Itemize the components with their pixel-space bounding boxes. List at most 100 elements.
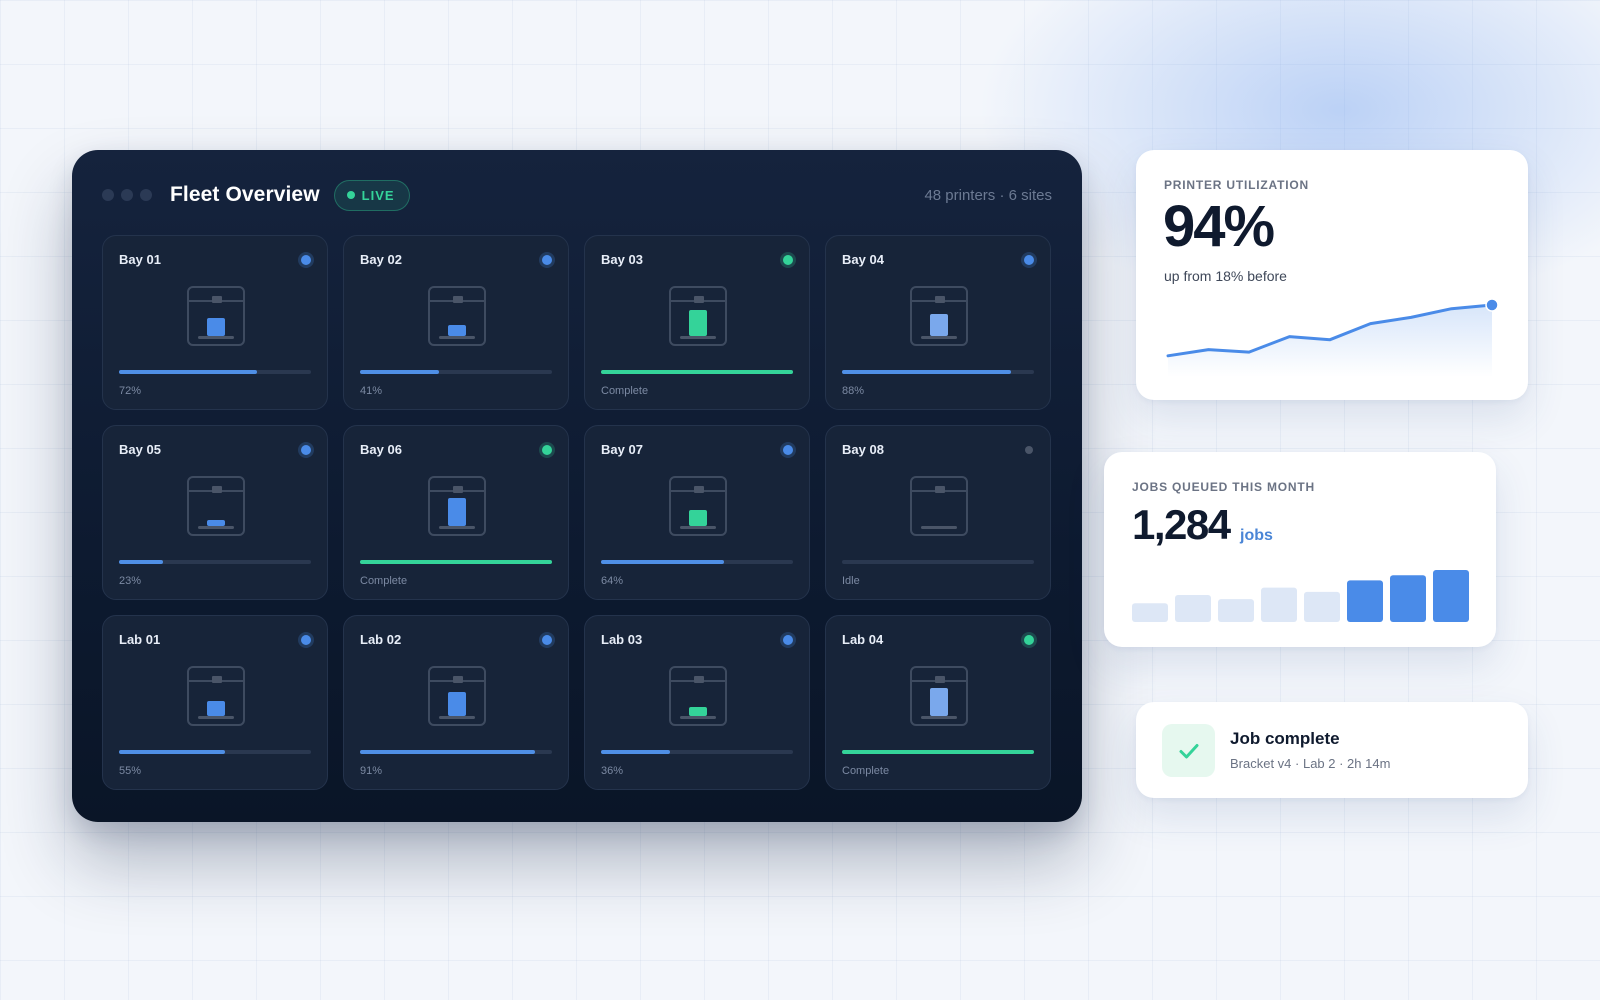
progress-bar	[601, 750, 793, 754]
printer-icon	[669, 666, 727, 726]
printer-card[interactable]: Bay 02 41%	[343, 235, 569, 410]
printer-card[interactable]: Bay 07 64%	[584, 425, 810, 600]
checkmark-icon	[1162, 724, 1215, 777]
printer-status: Complete	[601, 385, 649, 397]
fleet-meta: 48 printers · 6 sites	[924, 186, 1052, 204]
progress-bar	[360, 750, 552, 754]
printer-icon	[187, 476, 245, 536]
printer-name: Bay 08	[842, 442, 884, 457]
printer-card[interactable]: Lab 02 91%	[343, 615, 569, 790]
status-dot-icon	[542, 255, 552, 265]
job-complete-toast[interactable]: Job complete Bracket v4 · Lab 2 · 2h 14m	[1136, 702, 1528, 798]
printer-grid: Bay 01 72% Bay 02 41% Bay 03 Complete Bay 04 88…	[102, 235, 1051, 790]
status-dot-icon	[542, 635, 552, 645]
printer-card[interactable]: Lab 03 36%	[584, 615, 810, 790]
jobs-bar	[1175, 594, 1211, 622]
printer-card[interactable]: Bay 06 Complete	[343, 425, 569, 600]
printer-status: Idle	[842, 575, 860, 587]
printer-name: Bay 02	[360, 252, 402, 267]
printer-card[interactable]: Bay 01 72%	[102, 235, 328, 410]
printer-icon	[187, 286, 245, 346]
printer-name: Bay 04	[842, 252, 884, 267]
printer-status: 41%	[360, 385, 383, 397]
status-dot-icon	[301, 635, 311, 645]
progress-fill	[119, 750, 225, 754]
window-maximize-dot[interactable]	[140, 189, 152, 201]
progress-bar	[601, 560, 793, 564]
printer-name: Bay 06	[360, 442, 402, 457]
trend-line	[1166, 303, 1494, 358]
progress-fill	[842, 750, 1034, 754]
progress-bar	[601, 370, 793, 374]
printer-icon	[187, 666, 245, 726]
status-dot-icon	[1024, 255, 1034, 265]
printer-status: 88%	[842, 385, 865, 397]
progress-fill	[360, 750, 535, 754]
printer-icon	[910, 666, 968, 726]
printer-status: Complete	[360, 575, 408, 587]
status-dot-icon	[1025, 446, 1033, 454]
status-dot-icon	[301, 445, 311, 455]
printer-name: Bay 05	[119, 442, 161, 457]
printer-icon	[910, 476, 968, 536]
window-controls	[102, 189, 152, 201]
printer-name: Lab 04	[842, 632, 884, 647]
status-dot-icon	[783, 255, 793, 265]
panel-title: Fleet Overview	[170, 183, 320, 206]
printer-card[interactable]: Lab 01 55%	[102, 615, 328, 790]
printer-card[interactable]: Bay 05 23%	[102, 425, 328, 600]
printer-name: Bay 07	[601, 442, 643, 457]
printer-icon	[669, 476, 727, 536]
window-minimize-dot[interactable]	[121, 189, 133, 201]
progress-fill	[601, 750, 671, 754]
panel-header: Fleet Overview LIVE 48 printers · 6 site…	[102, 178, 1052, 212]
printer-status: 72%	[119, 385, 142, 397]
jobs-bar	[1261, 587, 1297, 622]
printer-card[interactable]: Bay 03 Complete	[584, 235, 810, 410]
progress-bar	[119, 750, 311, 754]
printer-card[interactable]: Bay 08 Idle	[825, 425, 1051, 600]
printer-status: 23%	[119, 575, 142, 587]
progress-fill	[119, 370, 258, 374]
printer-status: 55%	[119, 765, 142, 777]
progress-fill	[842, 370, 1011, 374]
utilization-subtitle: up from 18% before	[1164, 268, 1287, 284]
printer-icon	[428, 666, 486, 726]
progress-fill	[601, 370, 793, 374]
jobs-bar	[1390, 575, 1426, 622]
printer-status: Complete	[842, 765, 890, 777]
jobs-unit: jobs	[1240, 527, 1273, 544]
toast-subtitle: Bracket v4 · Lab 2 · 2h 14m	[1230, 756, 1391, 771]
jobs-bar-chart	[1132, 570, 1469, 622]
progress-bar	[360, 560, 552, 564]
toast-title: Job complete	[1230, 729, 1340, 748]
printer-name: Lab 01	[119, 632, 161, 647]
status-dot-icon	[301, 255, 311, 265]
status-dot-icon	[783, 635, 793, 645]
printer-icon	[428, 476, 486, 536]
printer-status: 36%	[601, 765, 624, 777]
window-close-dot[interactable]	[102, 189, 114, 201]
printer-name: Lab 03	[601, 632, 643, 647]
progress-bar	[842, 560, 1034, 564]
progress-bar	[119, 370, 311, 374]
printer-name: Lab 02	[360, 632, 402, 647]
printer-card[interactable]: Bay 04 88%	[825, 235, 1051, 410]
utilization-trend-chart	[1166, 298, 1499, 377]
jobs-label: JOBS QUEUED THIS MONTH	[1132, 480, 1315, 494]
printer-card[interactable]: Lab 04 Complete	[825, 615, 1051, 790]
jobs-bar	[1347, 580, 1383, 622]
printer-name: Bay 03	[601, 252, 643, 267]
progress-fill	[119, 560, 164, 564]
printer-name: Bay 01	[119, 252, 161, 267]
status-dot-icon	[1024, 635, 1034, 645]
printer-icon	[428, 286, 486, 346]
fleet-overview-panel: Fleet Overview LIVE 48 printers · 6 site…	[72, 150, 1082, 822]
jobs-value: 1,284	[1132, 501, 1231, 548]
printer-icon	[910, 286, 968, 346]
printer-status: 64%	[601, 575, 624, 587]
jobs-bar	[1304, 591, 1340, 622]
utilization-card: PRINTER UTILIZATION 94% up from 18% befo…	[1136, 150, 1528, 400]
printer-status: 91%	[360, 765, 383, 777]
trend-endpoint	[1485, 298, 1499, 312]
